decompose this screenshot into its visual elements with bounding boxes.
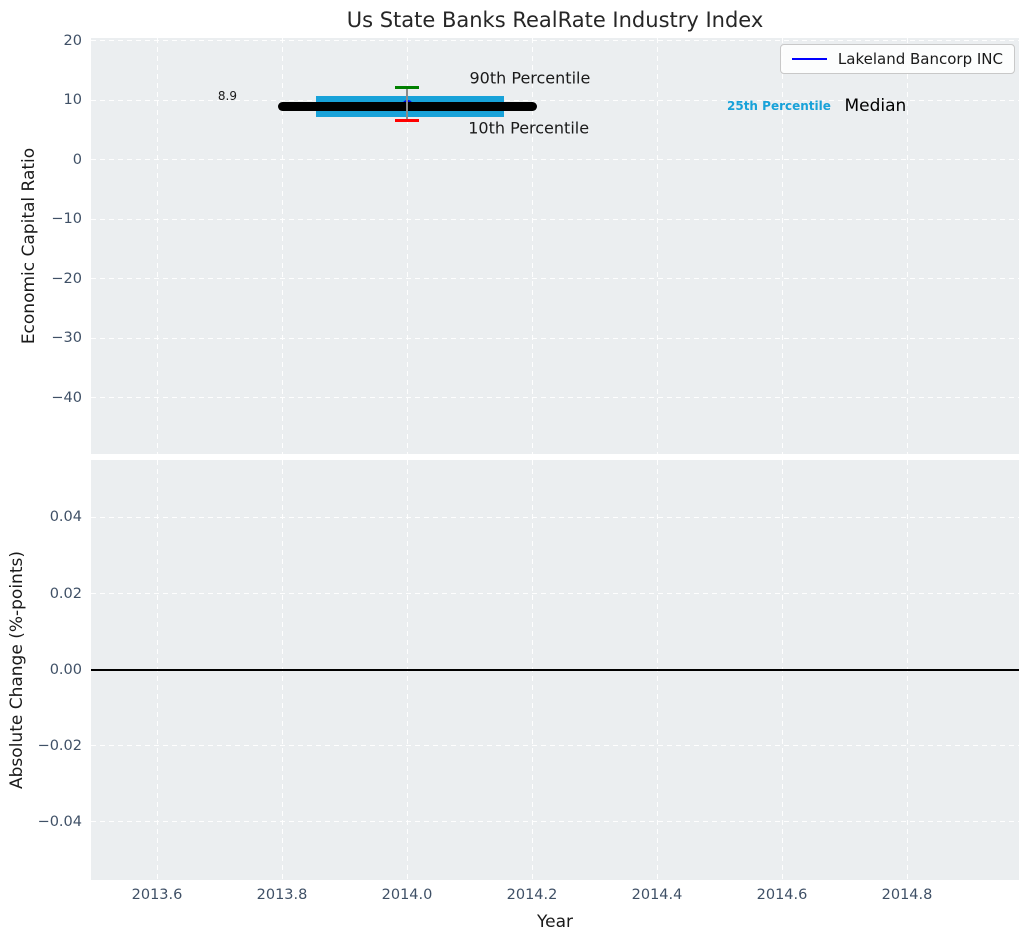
y-tick-label: 0.04 xyxy=(49,509,82,526)
y-tick-label: 0.00 xyxy=(49,661,82,678)
y-tick-label: 10 xyxy=(63,92,82,109)
legend: Lakeland Bancorp INC xyxy=(779,44,1015,74)
bottom-plot-area xyxy=(91,460,1019,880)
x-tick-label: 2014.8 xyxy=(881,887,933,903)
p10-label: 10th Percentile xyxy=(468,118,590,138)
percentile-90-cap xyxy=(395,85,419,89)
x-tick-label: 2013.6 xyxy=(131,887,183,903)
gridline-x xyxy=(281,38,283,454)
y-tick-label: −40 xyxy=(51,389,82,406)
y-tick-label: −0.04 xyxy=(37,813,82,830)
gridline-x xyxy=(906,38,908,454)
x-axis-label: Year xyxy=(537,912,573,932)
gridline-x xyxy=(406,38,408,454)
zero-line xyxy=(91,668,1019,671)
legend-label: Lakeland Bancorp INC xyxy=(837,50,1003,68)
gridline-y xyxy=(91,99,1019,101)
y-tick-label: 0 xyxy=(72,151,82,168)
gridline-y xyxy=(91,218,1019,220)
y-tick-label: −0.02 xyxy=(37,737,82,754)
median-label: Median xyxy=(844,96,907,117)
top-plot-area: Lakeland Bancorp INC xyxy=(91,38,1019,454)
x-tick-label: 2014.4 xyxy=(631,887,683,903)
gridline-y xyxy=(91,159,1019,161)
y-tick-label: −20 xyxy=(51,270,82,287)
gridline-y xyxy=(91,516,1019,518)
x-tick-label: 2013.8 xyxy=(256,887,308,903)
percentile-10-cap xyxy=(395,119,419,123)
gridline-y xyxy=(91,40,1019,42)
gridline-x xyxy=(656,38,658,454)
gridline-x xyxy=(156,38,158,454)
gridline-y xyxy=(91,397,1019,399)
x-tick-label: 2014.6 xyxy=(756,887,808,903)
median-value-label: 8.9 xyxy=(217,88,237,103)
p25-label: 25th Percentile xyxy=(727,99,831,114)
x-tick-label: 2014.2 xyxy=(506,887,558,903)
gridline-x xyxy=(781,38,783,454)
y-tick-label: 20 xyxy=(63,32,82,49)
top-y-axis-label: Economic Capital Ratio xyxy=(19,147,39,345)
y-tick-label: −30 xyxy=(51,330,82,347)
gridline-y xyxy=(91,278,1019,280)
gridline-y xyxy=(91,821,1019,823)
gridline-x xyxy=(531,38,533,454)
x-tick-label: 2014.0 xyxy=(381,887,433,903)
p90-label: 90th Percentile xyxy=(469,68,591,88)
gridline-y xyxy=(91,593,1019,595)
y-tick-label: 0.02 xyxy=(49,585,82,602)
legend-line-sample xyxy=(791,57,827,61)
whisker-line xyxy=(406,87,408,121)
chart-title: Us State Banks RealRate Industry Index xyxy=(346,8,764,32)
gridline-y xyxy=(91,745,1019,747)
gridline-y xyxy=(91,337,1019,339)
y-tick-label: −10 xyxy=(51,211,82,228)
